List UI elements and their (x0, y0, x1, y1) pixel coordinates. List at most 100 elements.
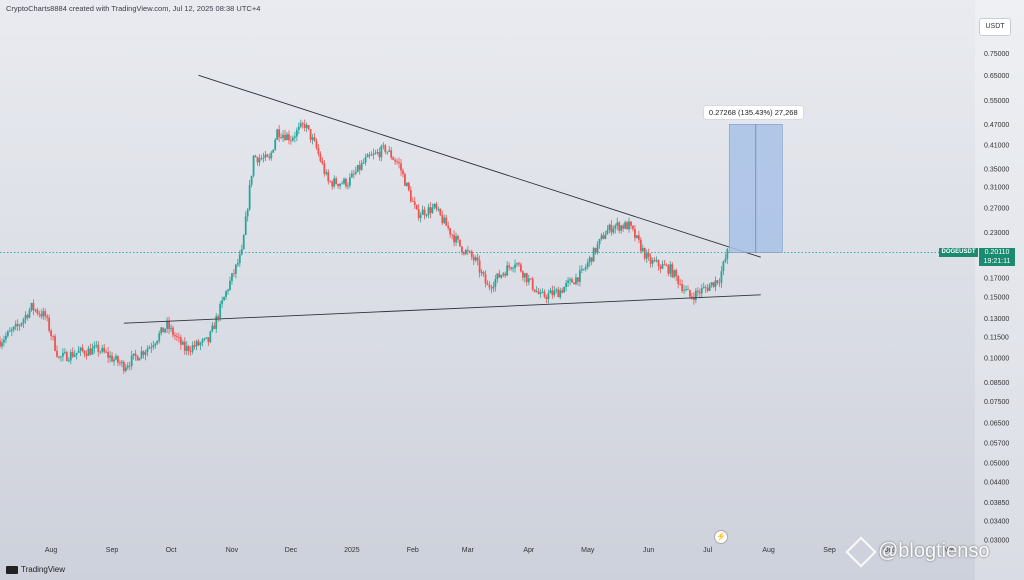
candle-body (258, 158, 261, 163)
candle-body (616, 222, 619, 226)
candle-body (386, 151, 389, 153)
candle-body (42, 311, 45, 317)
candle-body (201, 339, 204, 343)
candle-body (223, 296, 225, 301)
y-tick-label: 0.23000 (984, 230, 1009, 237)
candle-body (647, 253, 650, 257)
tradingview-logo[interactable]: TradingView (6, 565, 65, 574)
candle-body (702, 287, 705, 289)
candle-body (608, 224, 611, 230)
candle-body (512, 267, 514, 269)
candle-body (18, 325, 21, 327)
candle-body (181, 341, 184, 345)
candle-body (413, 201, 416, 205)
candle-body (117, 356, 119, 363)
binance-icon (845, 535, 877, 568)
position-target-label: 0.27268 (135.43%) 27,268 (703, 106, 803, 120)
candle-body (687, 289, 689, 291)
candle-body (722, 261, 725, 272)
candle-body (673, 270, 676, 278)
candle-body (453, 235, 455, 243)
candle-body (441, 215, 444, 224)
candle-body (582, 268, 585, 270)
candle-body (580, 268, 583, 271)
candle-body (331, 181, 334, 187)
candle-body (4, 335, 7, 340)
candle-body (518, 263, 520, 265)
y-tick-label: 0.41000 (984, 142, 1009, 149)
candle-body (109, 355, 111, 358)
candle-body (559, 290, 562, 298)
candle-body (28, 309, 31, 318)
candle-body (293, 136, 296, 138)
candle-body (150, 347, 153, 348)
candle-body (364, 157, 367, 163)
candle-body (388, 150, 391, 152)
candle-body (26, 315, 29, 318)
candle-body (712, 282, 715, 287)
candle-body (545, 296, 548, 299)
candle-body (162, 327, 165, 333)
candle-body (73, 354, 76, 357)
candle-body (563, 287, 566, 293)
candle-body (578, 270, 581, 282)
candle-body (720, 271, 723, 283)
y-tick-label: 0.04400 (984, 480, 1009, 487)
candle-body (549, 290, 552, 294)
x-tick-label: Jul (703, 547, 712, 554)
candle-body (406, 182, 408, 186)
y-tick-label: 0.03400 (984, 519, 1009, 526)
candle-body (667, 265, 670, 274)
candle-body (244, 216, 247, 235)
candle-body (124, 367, 127, 371)
candle-body (500, 275, 503, 278)
candle-body (350, 173, 353, 178)
candle-body (1, 342, 3, 347)
x-tick-label: May (581, 547, 595, 554)
candle-body (299, 123, 302, 127)
candle-body (610, 224, 613, 233)
currency-label[interactable]: USDT (979, 18, 1011, 36)
candle-body (177, 337, 180, 338)
candle-body (421, 209, 424, 215)
candle-body (463, 252, 465, 254)
candle-body (89, 348, 92, 355)
candle-body (704, 287, 707, 288)
candle-body (138, 358, 141, 361)
candle-body (234, 264, 237, 274)
candle-body (156, 340, 159, 344)
candle-body (333, 178, 336, 187)
candle-body (288, 134, 290, 141)
trendline[interactable] (198, 74, 761, 258)
candle-body (65, 352, 68, 362)
candle-body (99, 351, 102, 353)
candle-body (612, 228, 615, 233)
candle-body (297, 126, 300, 131)
candle-body (665, 265, 668, 267)
candle-body (470, 251, 473, 257)
candle-body (506, 265, 509, 276)
candle-body (641, 247, 644, 252)
candle-body (486, 283, 489, 286)
trendline[interactable] (123, 294, 761, 324)
price-axis-panel (975, 0, 1024, 580)
candle-body (573, 282, 575, 285)
y-tick-label: 0.75000 (984, 51, 1009, 58)
candle-body (221, 300, 224, 304)
candle-body (262, 157, 265, 159)
candle-body (199, 342, 202, 346)
lightning-icon[interactable]: ⚡ (714, 530, 728, 544)
candle-body (378, 152, 381, 158)
candle-body (447, 225, 450, 229)
candle-body (348, 177, 351, 186)
candle-body (286, 134, 288, 141)
candle-body (472, 256, 475, 261)
x-tick-label: Oct (166, 547, 177, 554)
candle-body (325, 172, 328, 174)
candle-body (634, 229, 636, 238)
candle-body (187, 346, 190, 352)
y-tick-label: 0.27000 (984, 206, 1009, 213)
candle-body (411, 201, 414, 203)
candle-body (337, 184, 340, 187)
